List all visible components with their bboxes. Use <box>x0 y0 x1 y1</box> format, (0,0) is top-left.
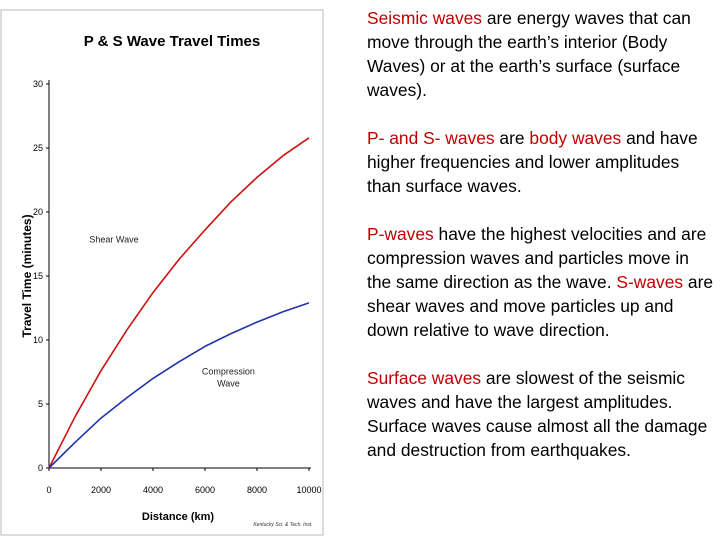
shear-wave-line <box>48 137 310 469</box>
y-tick-label: 5 <box>38 399 43 409</box>
term-body-waves: body waves <box>529 128 622 148</box>
paragraph-body-waves: P- and S- waves are body waves and have … <box>367 126 717 198</box>
text-panel: Seismic waves are energy waves that can … <box>367 6 717 486</box>
travel-time-chart: P & S Wave Travel Times Travel Time (min… <box>0 9 324 536</box>
x-tick-label: 4000 <box>143 485 163 495</box>
chart-title: P & S Wave Travel Times <box>84 33 260 50</box>
x-tick-label: 8000 <box>247 485 267 495</box>
paragraph-text: are slowest of the seismic waves and hav… <box>367 368 708 460</box>
x-tick-label: 6000 <box>195 485 215 495</box>
y-tick-label: 20 <box>33 207 43 217</box>
term-p-s-waves: P- and S- waves <box>367 128 495 148</box>
y-axis-label: Travel Time (minutes) <box>20 214 34 337</box>
chart-panel: P & S Wave Travel Times Travel Time (min… <box>0 0 330 540</box>
shear-wave-label: Shear Wave <box>89 235 138 245</box>
y-tick-label: 10 <box>33 335 43 345</box>
series-layer: Shear Wave Compression Wave <box>48 137 310 469</box>
x-tick-label: 10000 <box>296 485 321 495</box>
x-axis-label: Distance (km) <box>142 511 214 523</box>
axes: 0 5 10 15 20 25 30 0 2000 4000 6000 8000 10000 <box>33 79 322 495</box>
y-tick-label: 0 <box>38 463 43 473</box>
term-p-waves: P-waves <box>367 224 434 244</box>
paragraph-seismic-waves: Seismic waves are energy waves that can … <box>367 6 717 102</box>
compression-wave-label: Compression <box>202 367 255 377</box>
term-surface-waves: Surface waves <box>367 368 482 388</box>
y-tick-label: 15 <box>33 271 43 281</box>
y-tick-label: 30 <box>33 79 43 89</box>
paragraph-text: are <box>494 128 530 148</box>
compression-wave-line <box>48 302 310 469</box>
compression-wave-label: Wave <box>217 379 240 389</box>
paragraph-text: are energy waves that can move through t… <box>367 8 691 100</box>
paragraph-text: have the highest velocities and are comp… <box>367 224 707 292</box>
term-seismic-waves: Seismic waves <box>367 8 483 28</box>
x-tick-label: 0 <box>46 485 51 495</box>
paragraph-p-s-waves: P-waves have the highest velocities and … <box>367 222 717 342</box>
chart-border <box>0 9 324 536</box>
credit-text: Kentucky Sci. & Tech. Inst. <box>253 522 312 528</box>
x-tick-label: 2000 <box>91 485 111 495</box>
paragraph-surface-waves: Surface waves are slowest of the seismic… <box>367 366 717 462</box>
y-tick-label: 25 <box>33 143 43 153</box>
paragraph-text: and have higher frequencies and lower am… <box>367 128 698 196</box>
term-s-waves: S-waves <box>616 272 684 292</box>
paragraph-text: are shear waves and move particles up an… <box>367 272 714 340</box>
